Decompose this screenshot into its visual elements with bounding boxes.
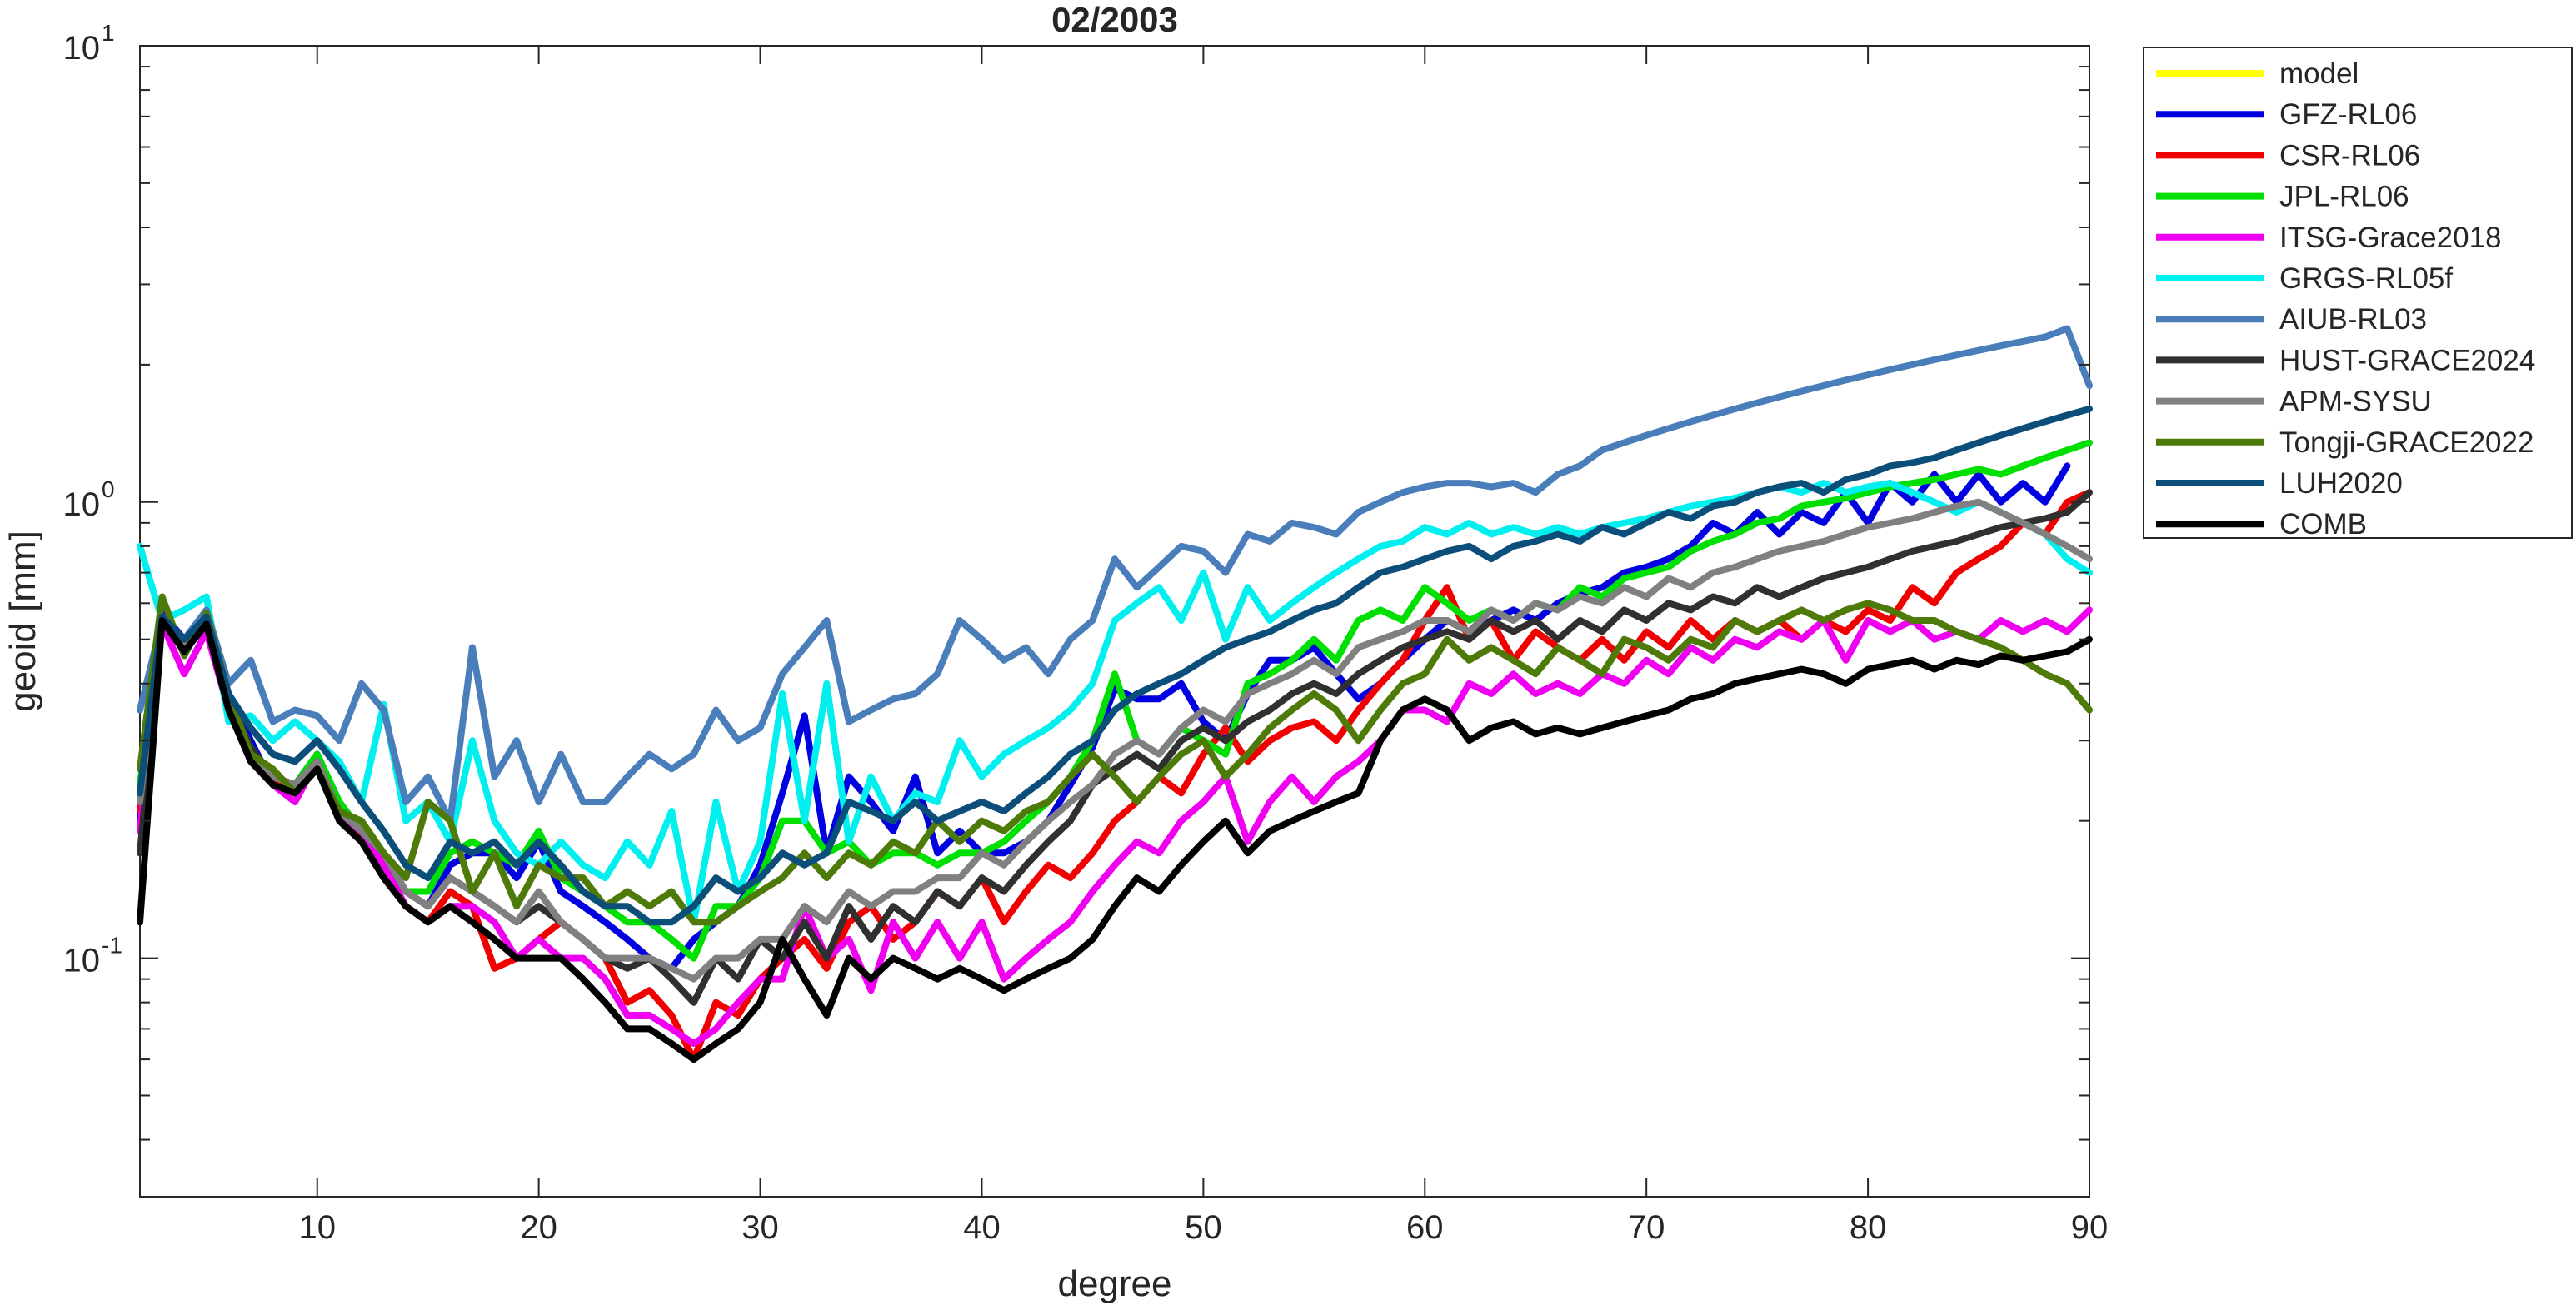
series-line-9 <box>137 593 2093 926</box>
legend-label-8: APM-SYSU <box>2279 386 2432 418</box>
legend-label-11: COMB <box>2279 508 2367 540</box>
x-tick-label-7: 80 <box>1850 1209 1887 1246</box>
y-tick-exponent-1: 0 <box>102 476 115 502</box>
legend-label-1: GFZ-RL06 <box>2279 98 2417 131</box>
series-line-6 <box>137 325 2093 824</box>
series-line-8 <box>137 498 2093 983</box>
x-tick-label-4: 50 <box>1185 1209 1222 1246</box>
y-tick-label-0: 10 <box>63 943 101 979</box>
x-tick-label-8: 90 <box>2071 1209 2109 1246</box>
chart-title: 02/2003 <box>1051 0 1178 39</box>
y-tick-label-2: 10 <box>63 30 101 67</box>
series-layer <box>137 325 2093 1063</box>
x-tick-label-3: 40 <box>963 1209 1001 1246</box>
y-tick-label-1: 10 <box>63 486 101 523</box>
x-tick-label-0: 10 <box>298 1209 336 1246</box>
x-tick-label-1: 20 <box>520 1209 557 1246</box>
legend-label-0: model <box>2279 57 2359 90</box>
legend-label-5: GRGS-RL05f <box>2279 262 2453 295</box>
x-tick-label-2: 30 <box>741 1209 779 1246</box>
legend-label-6: AIUB-RL03 <box>2279 303 2427 336</box>
y-axis-label: geoid [mm] <box>2 530 43 712</box>
legend-label-2: CSR-RL06 <box>2279 139 2420 172</box>
x-tick-label-6: 70 <box>1628 1209 1665 1246</box>
legend-box <box>2143 47 2573 539</box>
legend: model GFZ-RL06 CSR-RL06 JPL-RL06 ITSG-Grace2… <box>2143 47 2573 540</box>
x-axis-label: degree <box>1057 1263 1171 1304</box>
series-line-10 <box>137 406 2093 926</box>
series-line-3 <box>137 439 2093 962</box>
legend-label-3: JPL-RL06 <box>2279 181 2409 213</box>
legend-label-10: LUH2020 <box>2279 467 2403 500</box>
legend-label-7: HUST-GRACE2024 <box>2279 344 2535 376</box>
series-line-11 <box>137 617 2093 1063</box>
legend-label-9: Tongji-GRACE2022 <box>2279 426 2534 459</box>
x-tick-label-5: 60 <box>1406 1209 1444 1246</box>
series-line-4 <box>137 606 2093 1048</box>
y-tick-exponent-0: -1 <box>102 933 122 959</box>
legend-label-4: ITSG-Grace2018 <box>2279 222 2502 254</box>
y-tick-exponent-2: 1 <box>102 20 115 46</box>
